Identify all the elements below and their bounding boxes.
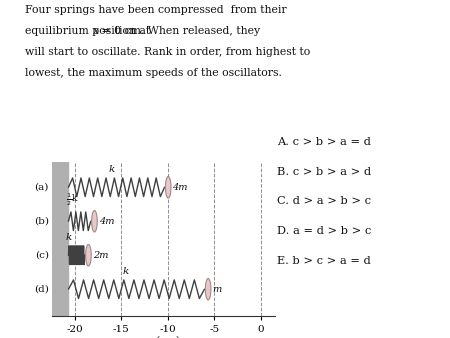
Text: lowest, the maximum speeds of the oscillators.: lowest, the maximum speeds of the oscill… [25,68,282,78]
Text: 4m: 4m [99,217,114,226]
Text: (c): (c) [35,251,49,260]
Text: A. c > b > a = d: A. c > b > a = d [277,137,371,147]
Circle shape [92,211,97,232]
Text: k: k [66,233,72,242]
Text: C. d > a > b > c: C. d > a > b > c [277,196,371,207]
Text: 2m: 2m [93,251,108,260]
Text: = 0 cm. When released, they: = 0 cm. When released, they [98,26,260,36]
Circle shape [205,279,211,300]
Text: (d): (d) [34,285,49,294]
Text: x: x [93,26,99,36]
Text: $\frac{1}{2}$k: $\frac{1}{2}$k [66,191,78,208]
Text: equilibrium position at: equilibrium position at [25,26,153,36]
Bar [52,162,68,316]
X-axis label: x (cm): x (cm) [147,335,180,338]
Text: 4m: 4m [172,183,188,192]
Circle shape [86,244,91,266]
Text: m: m [212,285,221,294]
Circle shape [166,176,171,198]
Text: D. a = d > b > c: D. a = d > b > c [277,226,371,236]
Text: k: k [109,165,115,174]
Text: (b): (b) [34,217,49,226]
Text: E. b > c > a = d: E. b > c > a = d [277,256,370,266]
Text: (a): (a) [35,183,49,192]
Text: k: k [123,267,129,275]
Text: Four springs have been compressed  from their: Four springs have been compressed from t… [25,5,286,15]
Text: B. c > b > a > d: B. c > b > a > d [277,167,371,177]
Text: will start to oscillate. Rank in order, from highest to: will start to oscillate. Rank in order, … [25,47,310,57]
